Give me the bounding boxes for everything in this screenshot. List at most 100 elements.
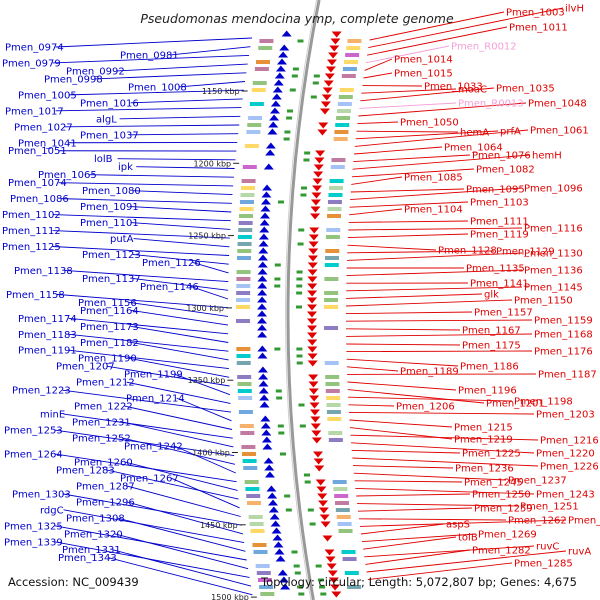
gc-skew-mark [284,494,291,498]
right-gene-label: Pmen_1285 [514,559,573,570]
minus-strand-gene-arrow [277,569,288,576]
function-category-bar [333,137,348,141]
right-leader-line [347,381,457,391]
right-leader-line [357,121,399,125]
gc-skew-mark [307,508,314,512]
right-gene-label: Pmen_1203 [536,410,595,421]
function-category-bar [259,585,274,589]
function-category-bar [337,522,352,526]
function-category-bar [332,480,347,484]
function-category-bar [325,249,340,253]
left-gene-label: Pmen_1158 [6,290,65,301]
minus-strand-gene-arrow [257,296,268,303]
minus-strand-gene-arrow [273,541,284,548]
right-gene-label: Pmen_1216 [540,436,599,447]
gc-skew-mark [303,473,310,477]
left-gene-label: rdgC [40,505,64,516]
plus-strand-gene-arrow [329,45,340,52]
right-gene-label: Pmen_1048 [528,99,587,110]
left-gene-label: Pmen_1005 [18,90,77,101]
left-leader-line [178,81,246,88]
left-leader-line [114,533,249,570]
plus-strand-gene-arrow [318,507,329,514]
minus-strand-gene-arrow [264,471,275,478]
minus-strand-gene-arrow [258,247,269,254]
right-leader-line [357,503,519,507]
left-leader-line [122,421,234,448]
left-gene-label: Pmen_1074 [8,178,67,189]
gc-skew-mark [283,137,290,141]
right-gene-label: Pmen_1011 [509,23,568,34]
left-leader-line [62,389,231,413]
minus-strand-gene-arrow [262,184,273,191]
left-leader-line [58,182,234,187]
function-category-bar [328,193,343,197]
function-category-bar [239,424,254,428]
gc-skew-mark [319,585,326,589]
minus-strand-gene-arrow [268,121,279,128]
function-category-bar [241,179,256,183]
right-leader-line [348,404,395,407]
left-leader-line [52,230,230,239]
plus-strand-gene-arrow [308,241,319,248]
plus-strand-gene-arrow [307,276,318,283]
right-leader-line [358,102,527,117]
plus-strand-gene-arrow [307,290,318,297]
left-leader-line [130,222,231,230]
gc-skew-mark [315,564,322,568]
kbp-label: 1400 kbp [192,449,230,458]
plus-strand-gene-arrow [307,325,318,332]
left-leader-line [63,509,245,544]
left-gene-label: Pmen_0979 [2,58,61,69]
left-leader-line [176,397,232,422]
right-gene-label: Pmen_1145 [524,283,583,294]
gc-skew-mark [296,305,303,309]
right-gene-label: Pmen_1130 [524,249,583,260]
plus-strand-gene-arrow [309,227,320,234]
minus-strand-gene-arrow [257,282,268,289]
right-gene-label: Pmen_1116 [524,224,583,235]
kbp-label: 1350 kbp [188,376,226,385]
left-leader-line [117,158,236,161]
right-gene-label: Pmen_1014 [394,55,453,66]
right-leader-line [348,396,513,402]
left-leader-line [126,501,244,535]
plus-strand-gene-arrow [326,59,337,66]
left-leader-line [68,317,229,335]
plus-strand-gene-arrow [308,234,319,241]
gc-skew-mark [310,95,317,99]
minus-strand-gene-arrow [265,149,276,156]
plus-strand-gene-arrow [310,416,321,423]
left-gene-label: Pmen_0992 [66,66,125,77]
left-gene-label: Pmen_1112 [2,226,61,237]
right-gene-label: Pmen_1135 [466,264,525,275]
gc-skew-mark [296,277,303,281]
left-leader-line [55,37,252,48]
minus-strand-gene-arrow [259,401,270,408]
right-gene-label: Pmen_1136 [524,266,583,277]
left-leader-line [174,445,236,474]
left-gene-label: ipk [118,162,133,173]
genome-backbone [284,0,321,600]
plus-strand-gene-arrow [317,129,328,136]
right-leader-line [356,493,471,497]
left-gene-label: Pmen_1123 [82,250,141,261]
minus-strand-gene-arrow [270,520,281,527]
right-leader-line [350,187,523,201]
right-gene-label: Pmen_1128 [438,246,497,257]
minus-strand-gene-arrow [281,30,292,37]
plus-strand-gene-arrow [307,311,318,318]
minus-strand-gene-arrow [269,513,280,520]
right-gene-label: Pmen_1189 [400,367,459,378]
plus-strand-gene-arrow [307,346,318,353]
minus-strand-gene-arrow [264,464,275,471]
right-leader-line [346,269,523,277]
right-leader-line [347,244,437,251]
left-gene-label: Pmen_1027 [14,122,73,133]
minus-strand-gene-arrow [263,163,274,170]
gc-skew-mark [277,200,284,204]
left-gene-label: Pmen_1146 [140,282,199,293]
function-category-bar [324,361,339,365]
left-gene-label: Pmen_1125 [2,242,61,253]
